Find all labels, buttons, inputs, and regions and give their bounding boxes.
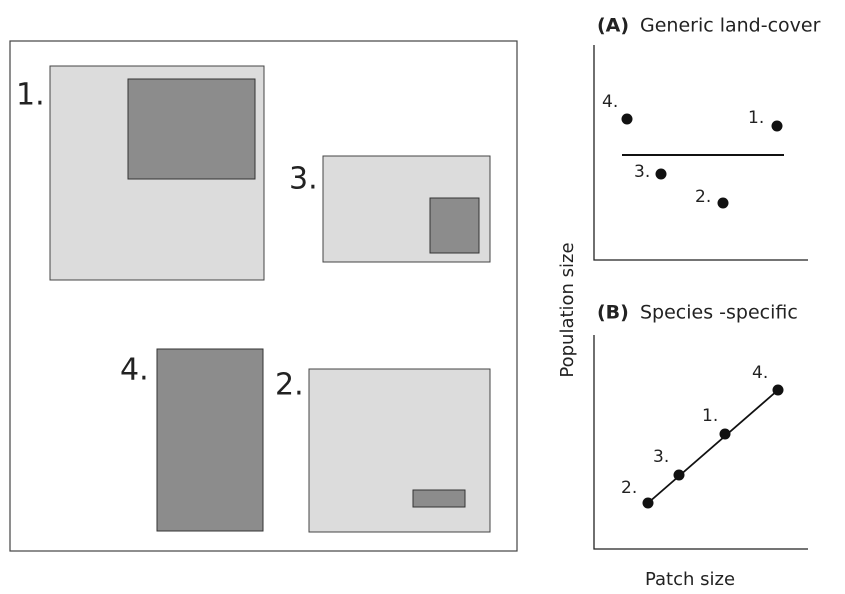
patch-label: 4. (120, 353, 149, 388)
point (717, 197, 729, 209)
point-label: 2. (621, 478, 637, 498)
axes (593, 335, 808, 550)
panel-title: Species -specific (640, 302, 798, 324)
point (673, 469, 685, 481)
patch-label: 1. (16, 78, 45, 113)
habitat (412, 489, 466, 508)
point (771, 120, 783, 132)
patch (308, 368, 491, 533)
point (655, 168, 667, 180)
point-label: 3. (653, 447, 669, 467)
panel-letter: (A) (597, 15, 629, 37)
x-axis-label: Patch size (645, 569, 735, 590)
y-axis-label: Population size (557, 242, 578, 377)
point (642, 497, 654, 509)
point-label: 1. (748, 108, 764, 128)
axes (593, 45, 808, 261)
habitat (156, 348, 264, 532)
habitat (429, 197, 480, 254)
panel-title: Generic land-cover (640, 15, 821, 37)
habitat (127, 78, 256, 180)
point-label: 2. (695, 187, 711, 207)
patch-label: 3. (289, 162, 318, 197)
point-label: 1. (702, 406, 718, 426)
point (621, 113, 633, 125)
point-label: 4. (602, 92, 618, 112)
point (772, 384, 784, 396)
patch-label: 2. (275, 368, 304, 403)
point (719, 428, 731, 440)
panel-letter: (B) (597, 302, 629, 324)
trend-line (647, 389, 779, 504)
point-label: 4. (752, 363, 768, 383)
point-label: 3. (634, 162, 650, 182)
